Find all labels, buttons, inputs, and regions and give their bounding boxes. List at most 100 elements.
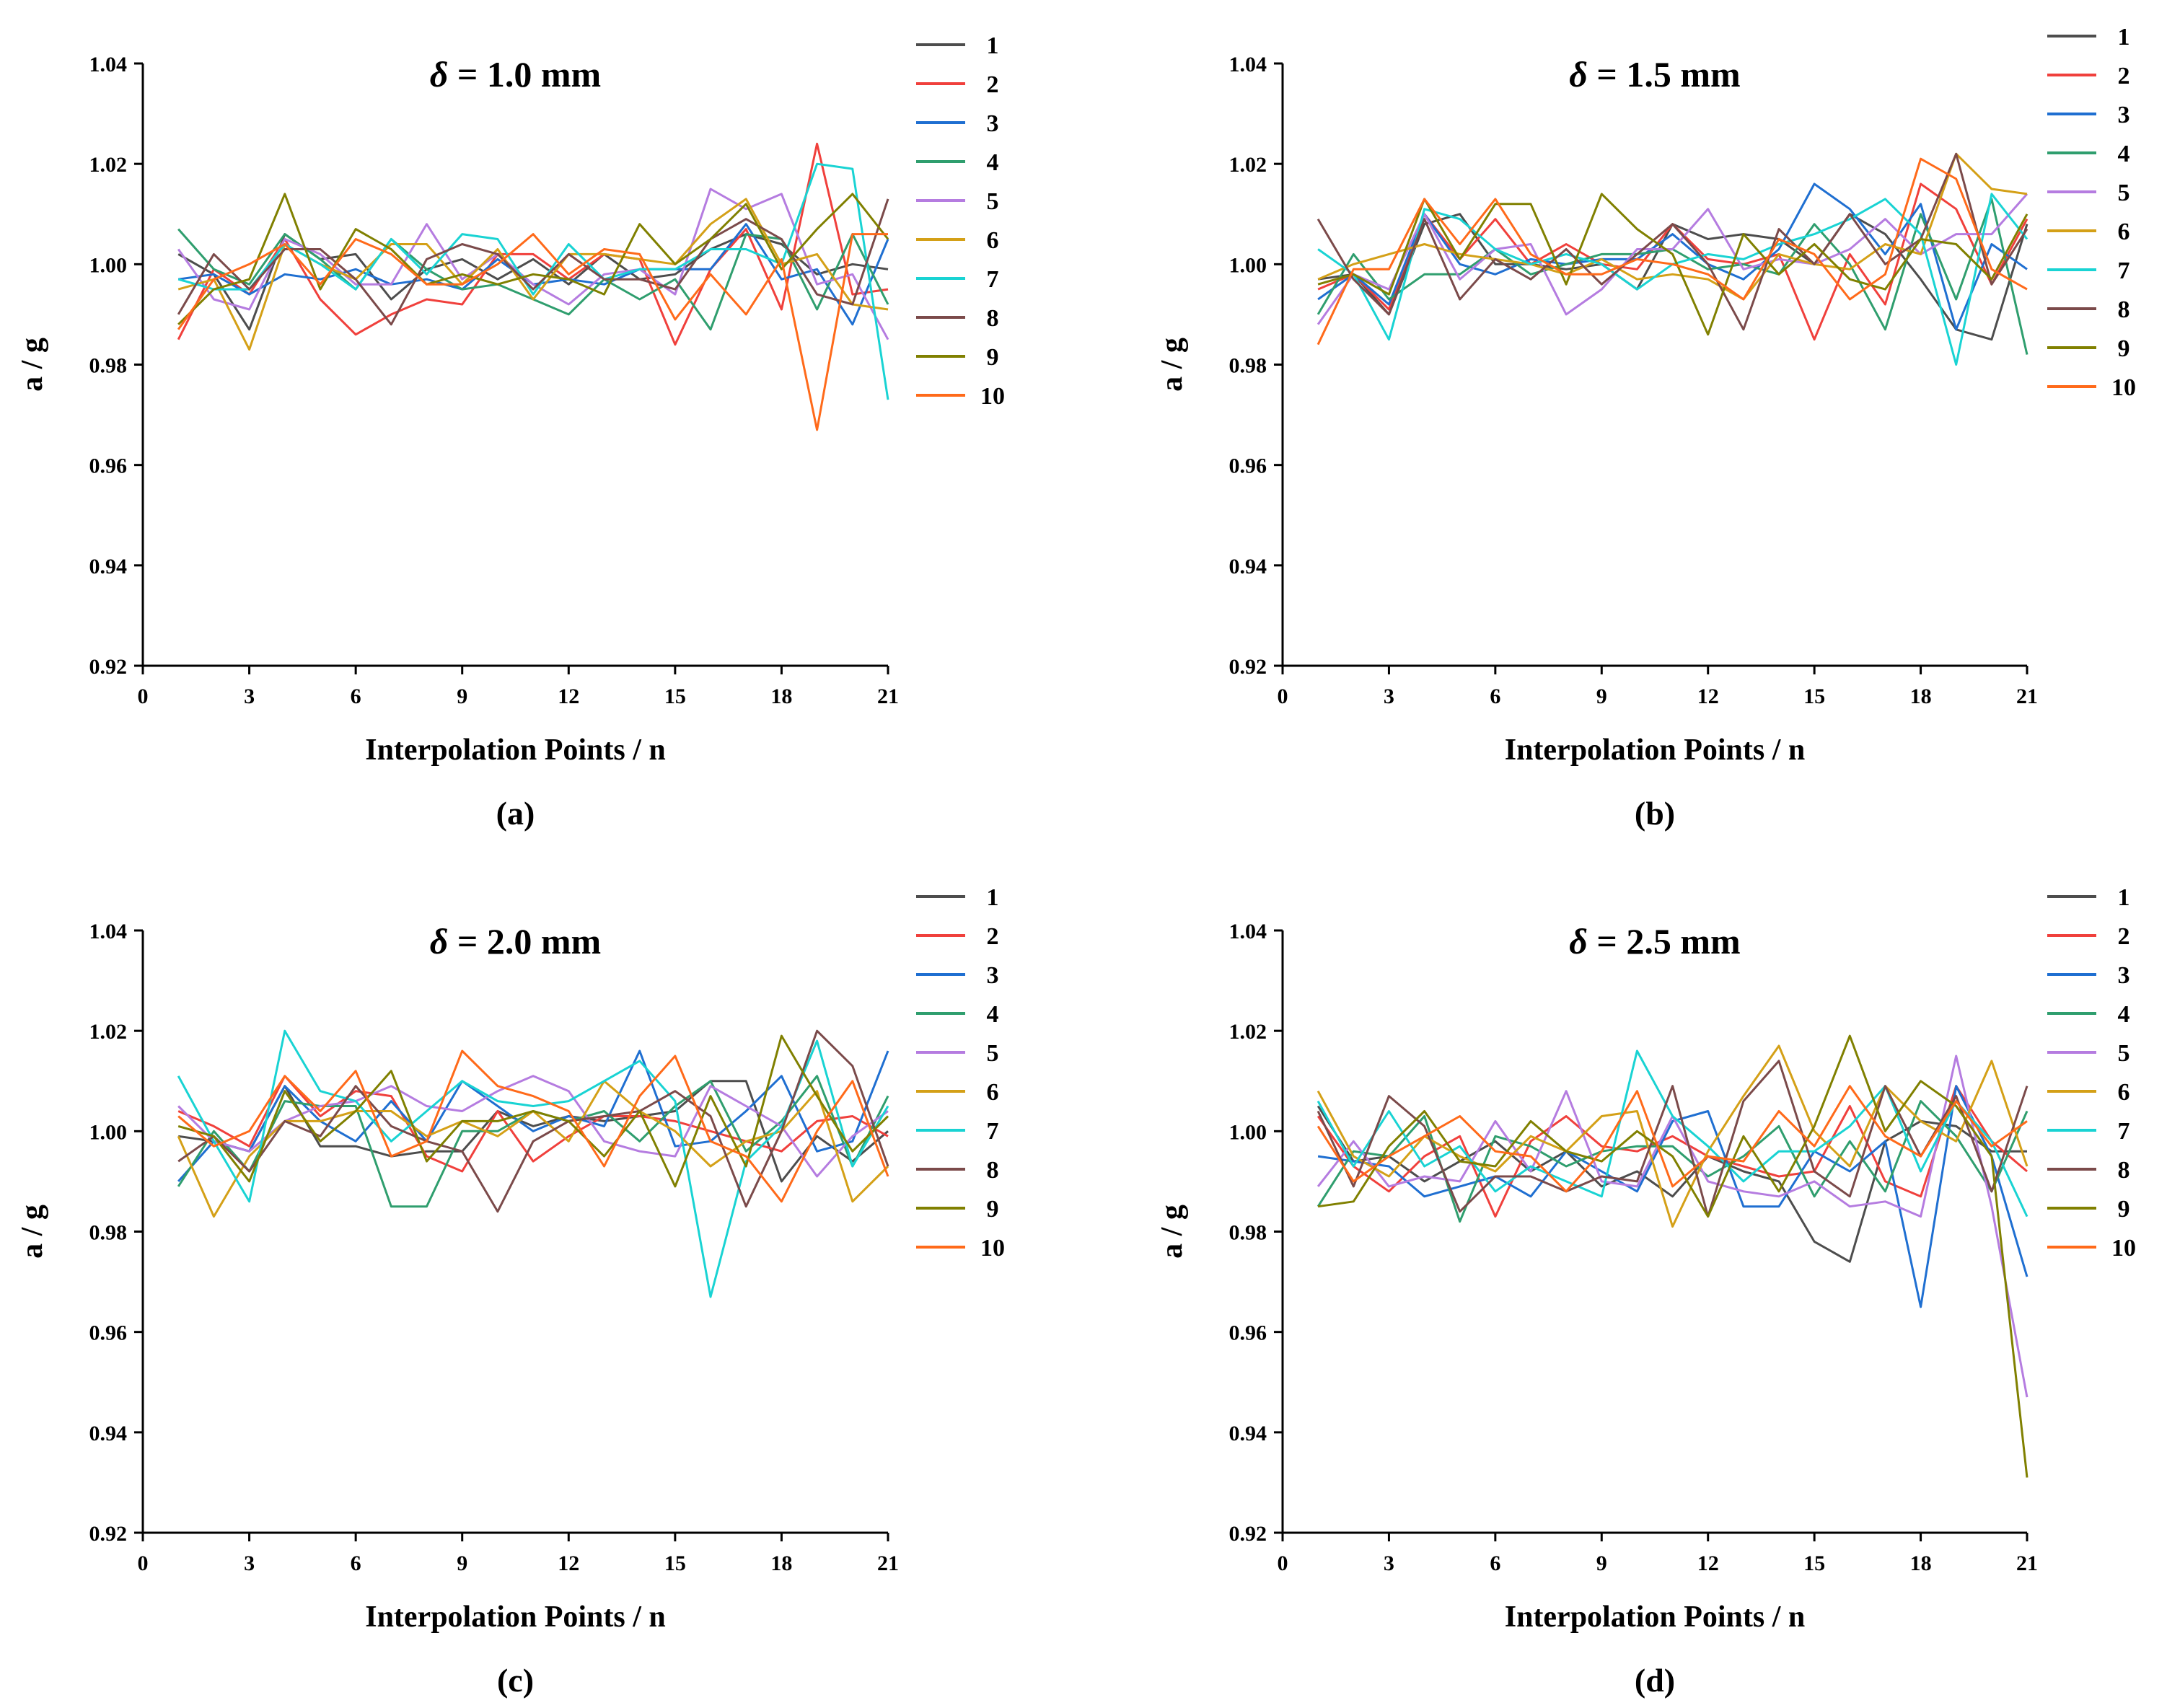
y-tick-label: 1.04	[89, 920, 128, 943]
legend-label: 5	[2118, 1040, 2130, 1067]
x-tick-label: 18	[770, 684, 792, 708]
legend-label: 5	[987, 1040, 999, 1067]
legend-label: 9	[987, 1196, 999, 1223]
legend-label: 2	[2118, 923, 2130, 950]
x-tick-label: 21	[2016, 684, 2038, 708]
series-line-2	[177, 142, 889, 346]
title-text: = 2.5 mm	[1588, 921, 1741, 961]
y-tick-label: 1.02	[89, 153, 128, 177]
series-line-5	[177, 1075, 889, 1178]
y-tick-label: 1.02	[89, 1020, 128, 1044]
y-tick-label: 0.94	[1229, 1422, 1267, 1445]
x-tick-label: 15	[664, 684, 686, 708]
series-line-5	[177, 188, 889, 340]
series-line-9	[177, 193, 889, 325]
y-tick-label: 0.92	[1229, 655, 1267, 679]
y-tick-label: 0.94	[1229, 555, 1267, 578]
legend-label: 7	[2118, 257, 2130, 284]
panel-label: (c)	[497, 1662, 534, 1699]
legend-label: 1	[2118, 24, 2130, 50]
legend-label: 9	[2118, 335, 2130, 362]
y-axis-label: a / g	[1156, 338, 1189, 392]
legend-label: 2	[987, 71, 999, 98]
title-delta-symbol: δ	[430, 921, 449, 961]
series-line-3	[1317, 1085, 2028, 1308]
legend-label: 4	[987, 149, 999, 176]
x-tick-label: 18	[1910, 1551, 1932, 1575]
x-tick-label: 0	[138, 1551, 149, 1575]
x-tick-label: 9	[457, 1551, 467, 1575]
x-tick-label: 0	[1278, 1551, 1288, 1575]
x-tick-label: 3	[1384, 1551, 1394, 1575]
legend-label: 3	[987, 962, 999, 989]
x-tick-label: 15	[1803, 684, 1825, 708]
x-tick-label: 6	[351, 1551, 361, 1575]
legend-label: 9	[987, 344, 999, 371]
x-tick-label: 18	[1910, 684, 1932, 708]
series-line-2	[177, 1075, 889, 1173]
x-tick-label: 15	[1803, 1551, 1825, 1575]
y-tick-label: 1.04	[1229, 53, 1267, 76]
x-tick-label: 9	[457, 684, 467, 708]
legend-label: 5	[987, 188, 999, 215]
legend-label: 10	[2111, 1235, 2136, 1262]
series-line-10	[177, 233, 888, 431]
chart-panel: 0 3 6 9 12 15 18 210.920.940.960.981.001.021.04…	[16, 32, 1005, 832]
legend-label: 2	[2118, 63, 2130, 89]
legend-label: 2	[987, 923, 999, 950]
title-text: = 2.0 mm	[448, 921, 601, 961]
legend-label: 5	[2118, 180, 2130, 206]
x-tick-label: 18	[770, 1551, 792, 1575]
legend-label: 10	[980, 1235, 1005, 1262]
y-tick-label: 1.02	[1229, 1020, 1267, 1044]
x-axis-label: Interpolation Points / n	[365, 734, 666, 767]
x-tick-label: 6	[1490, 1551, 1500, 1575]
y-tick-label: 1.00	[1229, 253, 1267, 277]
legend-label: 9	[2118, 1196, 2130, 1223]
series-line-7	[177, 1029, 889, 1298]
chart-panel: 0 3 6 9 12 15 18 210.920.940.960.981.001.021.04…	[1156, 884, 2136, 1699]
x-tick-label: 12	[1697, 684, 1719, 708]
title-text: = 1.0 mm	[448, 54, 601, 94]
y-tick-label: 0.94	[89, 1422, 128, 1445]
y-tick-label: 0.96	[89, 454, 128, 478]
series-line-9	[1317, 1034, 2028, 1478]
y-tick-label: 0.96	[1229, 1321, 1267, 1345]
legend: 1 2 3 4 5 6 7 8 9 10	[916, 32, 1005, 410]
panel-label: (a)	[496, 795, 535, 832]
y-tick-label: 1.04	[89, 53, 128, 76]
x-tick-label: 3	[1384, 684, 1394, 708]
x-axis-label: Interpolation Points / n	[1505, 734, 1806, 767]
x-tick-label: 12	[558, 1551, 579, 1575]
series-line-8	[177, 198, 889, 326]
y-tick-label: 0.98	[89, 354, 128, 378]
series-line-10	[1317, 1085, 2028, 1193]
chart-title: δ = 1.5 mm	[1569, 54, 1740, 94]
legend: 1 2 3 4 5 6 7 8 9 10	[916, 884, 1005, 1262]
legend-label: 7	[987, 1118, 999, 1145]
series-line-4	[1317, 198, 2028, 355]
series-line-10	[1317, 157, 2028, 345]
legend-label: 6	[2118, 219, 2130, 245]
chart-panel: 0 3 6 9 12 15 18 210.920.940.960.981.001.021.04…	[16, 884, 1005, 1699]
series-line-3	[177, 1049, 889, 1182]
y-tick-label: 0.96	[89, 1321, 128, 1345]
legend-label: 4	[2118, 1001, 2130, 1028]
legend-label: 8	[2118, 296, 2130, 323]
x-tick-label: 0	[1278, 684, 1288, 708]
series-line-7	[1317, 1049, 2028, 1218]
series-line-8	[177, 1029, 889, 1213]
series-line-4	[1317, 1100, 2028, 1223]
panel-label: (d)	[1635, 1662, 1675, 1699]
series-line-8	[1317, 1060, 2028, 1218]
x-tick-label: 3	[244, 1551, 255, 1575]
legend-label: 1	[2118, 884, 2130, 911]
y-tick-label: 0.98	[1229, 1221, 1267, 1245]
x-tick-label: 9	[1596, 684, 1607, 708]
x-tick-label: 12	[1697, 1551, 1719, 1575]
chart-title: δ = 2.5 mm	[1569, 921, 1740, 961]
legend-label: 6	[987, 1079, 999, 1106]
x-tick-label: 0	[138, 684, 149, 708]
y-axis-label: a / g	[16, 338, 49, 392]
chart-title: δ = 1.0 mm	[430, 54, 601, 94]
